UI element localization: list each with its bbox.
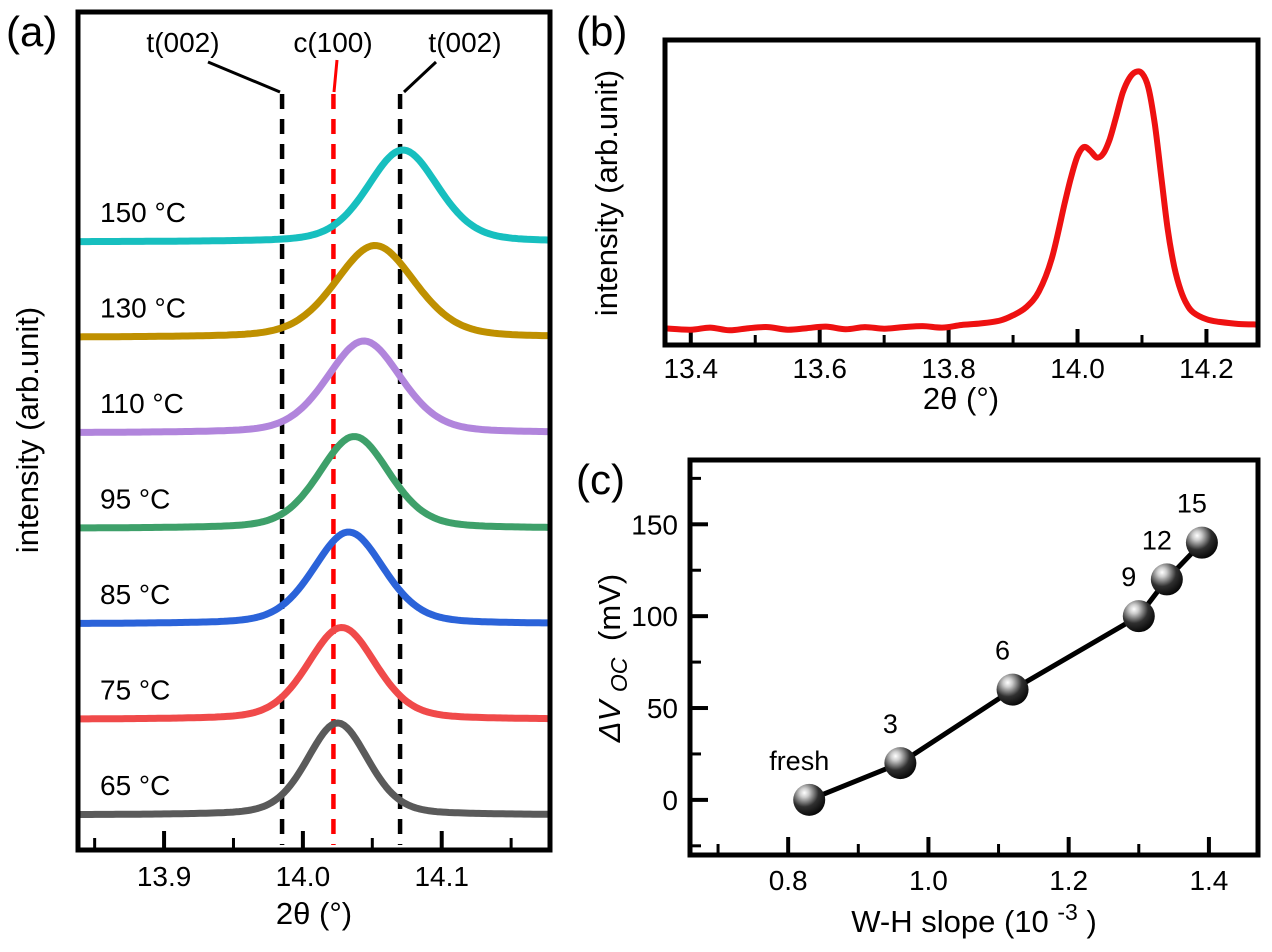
delta-voc-subscript: OC <box>606 657 632 692</box>
data-point-label-15: 15 <box>1177 489 1207 519</box>
panel-c-y-tick-label: 50 <box>647 693 678 724</box>
panel-c-ylabel: ΔV OC (mV) <box>592 574 634 743</box>
panel-a-ylabel: intensity (arb.unit) <box>10 307 45 553</box>
xrd-curve-85c <box>80 528 548 627</box>
series-temperature-label: 95 °C <box>100 484 170 515</box>
panel-b-x-tick-label: 13.4 <box>664 353 719 384</box>
reference-label-1: t(002) <box>146 27 219 58</box>
panel-a-x-tick-label: 14.0 <box>276 861 331 892</box>
panel-b-ylabel: intensity (arb.unit) <box>589 70 624 316</box>
panel-c-y-tick-label: 150 <box>631 509 678 540</box>
wh-slope-text: W-H slope (10 <box>851 904 1049 939</box>
panel-b-xlabel: 2θ (°) <box>923 381 999 416</box>
panel-c-y-tick-label: 100 <box>631 601 678 632</box>
panel-b-x-tick-label: 14.2 <box>1179 353 1234 384</box>
panel-b-frame <box>662 37 1261 348</box>
series-temperature-label: 130 °C <box>100 293 186 324</box>
panel-c-y-tick-label: 0 <box>662 785 678 816</box>
reference-connector-2 <box>332 59 339 93</box>
reference-connector-3 <box>402 60 438 94</box>
panel-b-x-tick-label: 13.8 <box>921 353 976 384</box>
panel-c-x-tick-label: 1.4 <box>1189 865 1228 896</box>
panel-a: (a) intensity (arb.unit) 2θ (°) 13.9 14.0… <box>6 8 553 931</box>
data-point-15 <box>1185 526 1218 559</box>
series-temperature-label: 150 °C <box>100 197 186 228</box>
panel-c-x-tick-label: 1.2 <box>1049 865 1088 896</box>
data-point-fresh <box>793 783 826 816</box>
panel-a-x-tick-label: 13.9 <box>137 861 192 892</box>
panel-c-frame <box>687 457 1261 858</box>
wh-slope-exponent: -3 <box>1057 899 1077 925</box>
panel-a-frame <box>75 9 553 853</box>
series-temperature-label: 110 °C <box>100 388 184 419</box>
delta-voc-symbol: ΔV <box>592 697 627 743</box>
xrd-curve-130c <box>80 242 548 341</box>
panel-c-tag: (c) <box>576 456 625 503</box>
xrd-curve-65c <box>80 719 548 818</box>
panel-b-tag: (b) <box>576 8 627 55</box>
xrd-curve-150c <box>80 146 548 246</box>
panel-c-x-tick-label: 1.0 <box>909 865 948 896</box>
panel-a-xlabel: 2θ (°) <box>276 896 352 931</box>
voc-trend-line <box>808 540 1204 803</box>
panel-a-x-tick-label: 14.1 <box>414 861 469 892</box>
panel-a-tag: (a) <box>6 8 57 55</box>
data-point-12 <box>1150 563 1183 596</box>
wh-slope-close-paren: ) <box>1086 904 1096 939</box>
xrd-curve-95c <box>80 433 548 532</box>
panel-c-x-tick-label: 0.8 <box>769 865 808 896</box>
reference-label-3: t(002) <box>428 27 501 58</box>
panel-c: (c) ΔV OC (mV) W-H slope (10 -3 ) 0.8 1.0… <box>576 456 1261 939</box>
xrd-curve-single <box>667 68 1256 334</box>
series-temperature-label: 65 °C <box>100 770 170 801</box>
panel-b-x-tick-label: 13.6 <box>792 353 847 384</box>
data-point-9 <box>1122 600 1155 633</box>
panel-a-plot-area: 13.9 14.0 14.1 t(002) c(100) t(002) 65 °C 75 °C… <box>80 27 548 892</box>
data-point-3 <box>884 747 917 780</box>
panel-b-x-tick-label: 14.0 <box>1050 353 1105 384</box>
data-point-label-6: 6 <box>995 636 1010 666</box>
reference-connector-1 <box>207 60 281 94</box>
data-point-label-3: 3 <box>883 709 898 739</box>
data-point-label-12: 12 <box>1142 525 1172 555</box>
data-point-6 <box>996 673 1029 706</box>
series-temperature-label: 85 °C <box>100 579 170 610</box>
data-point-label-fresh: fresh <box>769 746 829 776</box>
panel-b-plot-area: 13.4 13.6 13.8 14.0 14.2 <box>664 68 1256 384</box>
reference-label-2: c(100) <box>293 27 372 58</box>
panel-b: (b) intensity (arb.unit) 2θ (°) 13.4 13.6… <box>576 8 1261 416</box>
panel-c-xlabel: W-H slope (10 -3 ) <box>851 892 1097 939</box>
data-point-label-9: 9 <box>1121 562 1136 592</box>
xrd-curve-75c <box>80 624 548 723</box>
xrd-curve-110c <box>80 337 548 436</box>
series-temperature-label: 75 °C <box>100 675 170 706</box>
delta-voc-unit: (mV) <box>592 574 627 641</box>
